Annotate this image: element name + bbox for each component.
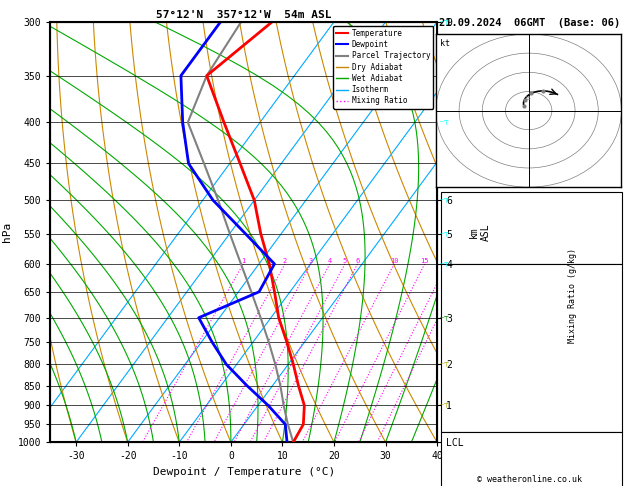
Text: CIN (J): CIN (J) [447, 415, 484, 424]
Text: Lifted Index: Lifted Index [447, 367, 511, 376]
Text: —┬: —┬ [440, 197, 449, 203]
Text: Surface: Surface [447, 272, 495, 280]
X-axis label: Dewpoint / Temperature (°C): Dewpoint / Temperature (°C) [153, 467, 335, 477]
Text: 900: 900 [604, 463, 620, 472]
Text: 44: 44 [610, 224, 620, 233]
Y-axis label: km
ASL: km ASL [469, 223, 491, 241]
Text: 0: 0 [615, 391, 620, 400]
Text: Dewp (°C): Dewp (°C) [447, 319, 495, 329]
Text: 17: 17 [610, 200, 620, 208]
Text: Totals Totals: Totals Totals [447, 224, 516, 233]
Text: Temp (°C): Temp (°C) [447, 295, 495, 304]
Text: —┬: —┬ [440, 315, 449, 321]
Text: K: K [447, 200, 452, 208]
Y-axis label: hPa: hPa [3, 222, 12, 242]
Text: —┬: —┬ [440, 19, 449, 25]
Text: 9: 9 [615, 367, 620, 376]
Text: 305: 305 [604, 344, 620, 352]
Text: 12.1: 12.1 [599, 295, 620, 304]
Text: —┬: —┬ [440, 230, 449, 237]
Text: CAPE (J): CAPE (J) [447, 391, 489, 400]
Text: —┬: —┬ [440, 362, 449, 367]
Text: 15: 15 [420, 258, 429, 264]
Text: 4: 4 [328, 258, 332, 264]
Text: Mixing Ratio (g/kg): Mixing Ratio (g/kg) [568, 248, 577, 343]
Text: 10.9: 10.9 [599, 319, 620, 329]
Bar [441, 192, 622, 264]
Text: θₑ(K): θₑ(K) [447, 344, 474, 352]
Text: 21.09.2024  06GMT  (Base: 06): 21.09.2024 06GMT (Base: 06) [439, 18, 620, 28]
Bar [441, 432, 622, 486]
Legend: Temperature, Dewpoint, Parcel Trajectory, Dry Adiabat, Wet Adiabat, Isotherm, Mi: Temperature, Dewpoint, Parcel Trajectory… [333, 26, 433, 108]
Text: —┬: —┬ [440, 402, 449, 408]
Title: 57°12'N  357°12'W  54m ASL: 57°12'N 357°12'W 54m ASL [156, 10, 331, 20]
Text: —┬: —┬ [440, 261, 449, 267]
Bar [441, 264, 622, 432]
Text: Pressure (mb): Pressure (mb) [447, 463, 516, 472]
Text: 2: 2 [283, 258, 287, 264]
Text: —┬: —┬ [440, 120, 449, 125]
Text: 1: 1 [241, 258, 245, 264]
Text: 0: 0 [615, 415, 620, 424]
Text: 1.81: 1.81 [599, 247, 620, 257]
Text: kt: kt [440, 38, 450, 48]
Text: 5: 5 [343, 258, 347, 264]
Text: PW (cm): PW (cm) [447, 247, 484, 257]
Text: 10: 10 [390, 258, 399, 264]
Text: 18: 18 [525, 96, 531, 101]
Text: Most Unstable: Most Unstable [447, 439, 522, 448]
Text: 3: 3 [309, 258, 313, 264]
Text: 6: 6 [355, 258, 360, 264]
Text: © weatheronline.co.uk: © weatheronline.co.uk [477, 474, 582, 484]
